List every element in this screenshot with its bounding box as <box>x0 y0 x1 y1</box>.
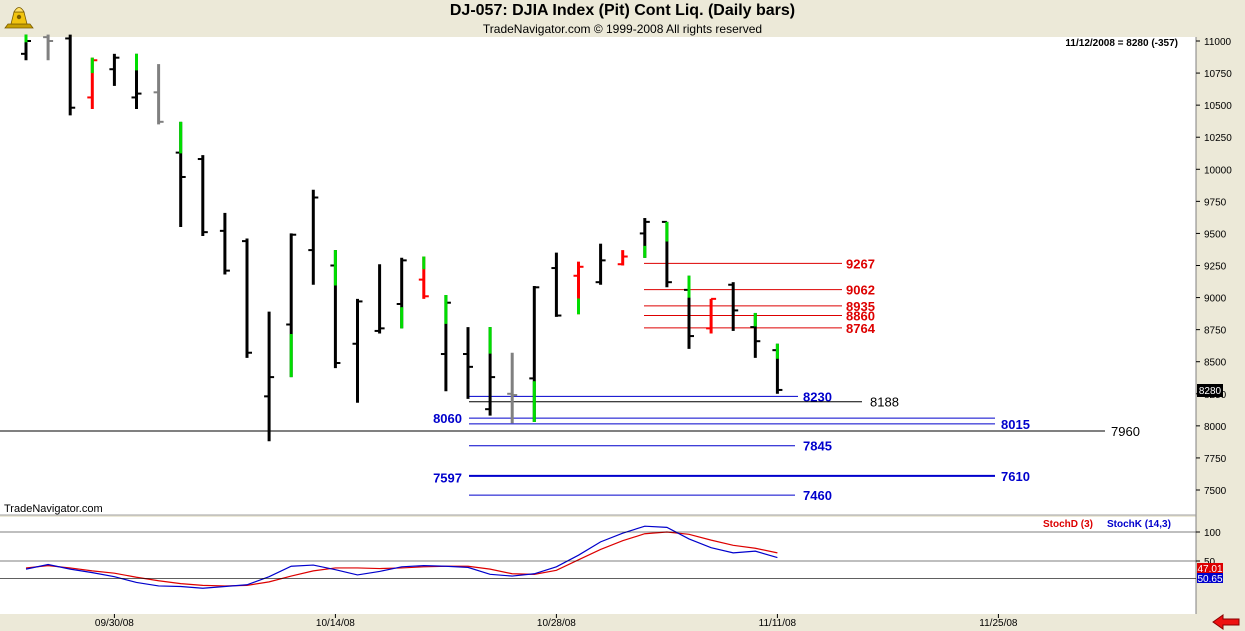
price-axis: 11000 10750 10500 10250 10000 9750 9500 9250 900… <box>1196 37 1232 497</box>
price-tick-label: 8000 <box>1204 422 1227 433</box>
price-bar <box>706 297 717 334</box>
price-bars <box>21 34 783 442</box>
support-label: 8230 <box>803 389 832 404</box>
price-panel <box>0 37 1196 515</box>
date-tick-label: 10/14/08 <box>316 618 355 629</box>
date-tick-label: 10/28/08 <box>537 618 576 629</box>
last-price-label: 11/12/2008 = 8280 (-357) <box>1065 38 1178 49</box>
price-bar <box>21 34 31 61</box>
price-bar <box>617 250 628 266</box>
support-label: 8188 <box>870 395 899 410</box>
price-bar <box>551 252 562 317</box>
support-label: 8060 <box>433 411 462 426</box>
price-bar <box>65 34 76 116</box>
resistance-label: 8764 <box>846 321 876 336</box>
support-label: 8015 <box>1001 417 1030 432</box>
date-tick-label: 11/25/08 <box>979 618 1018 629</box>
price-bar <box>728 282 739 331</box>
price-bar <box>440 295 451 392</box>
date-tick-label: 11/11/08 <box>759 618 797 629</box>
price-bar <box>684 275 694 349</box>
price-tick-label: 9750 <box>1204 197 1227 208</box>
price-bar <box>573 261 584 315</box>
price-bar <box>308 189 319 285</box>
support-label: 7597 <box>433 471 462 486</box>
date-tick-label: 09/30/08 <box>95 618 134 629</box>
trade-navigator-logo-icon <box>4 7 34 29</box>
copyright-text: TradeNavigator.com © 1999-2008 All right… <box>482 22 763 36</box>
price-tick-label: 10250 <box>1204 133 1232 144</box>
chart-title: DJ-057: DJIA Index (Pit) Cont Liq. (Dail… <box>449 2 796 19</box>
price-tick-label: 10750 <box>1204 69 1232 80</box>
price-tick-label: 10000 <box>1204 165 1232 176</box>
resistance-label: 9267 <box>846 256 875 271</box>
price-bar <box>463 327 473 399</box>
price-bar <box>197 155 208 236</box>
price-tick-label: 9500 <box>1204 229 1227 240</box>
stoch-series-line <box>25 525 778 589</box>
stoch-tick-label: 100 <box>1204 528 1221 539</box>
price-tick-label: 7750 <box>1204 454 1227 465</box>
stochK-tag-bg <box>1197 573 1223 583</box>
stochD-tag: 47.01 <box>1197 564 1222 575</box>
stochastic-axis: 100 50 <box>0 528 1221 579</box>
stochastic-lines <box>25 525 778 589</box>
date-axis: 09/30/08 10/14/08 10/28/08 11/11/08 11/25/08 <box>95 614 1018 629</box>
price-bar <box>507 352 518 424</box>
price-bar <box>219 212 230 275</box>
price-bar <box>131 53 142 109</box>
back-arrow-icon[interactable] <box>1211 614 1241 630</box>
price-bar <box>242 238 252 358</box>
price-bar <box>374 264 385 334</box>
price-bar <box>352 298 363 403</box>
price-bar <box>485 327 496 416</box>
price-bar <box>286 233 297 378</box>
price-bar <box>264 311 275 442</box>
price-bar <box>595 243 606 285</box>
price-bar <box>43 34 54 61</box>
support-label: 7845 <box>803 439 832 454</box>
price-tick-label: 8500 <box>1204 358 1227 369</box>
resistance-label: 8935 <box>846 299 875 314</box>
stochK-legend: StochK (14,3) <box>1107 519 1171 530</box>
price-bar <box>529 286 540 423</box>
support-label: 7460 <box>803 488 832 503</box>
price-tick-label: 7500 <box>1204 486 1227 497</box>
support-label: 7610 <box>1001 469 1030 484</box>
price-tick-label: 9000 <box>1204 294 1227 305</box>
resistance-label: 8860 <box>846 309 875 324</box>
price-bar <box>396 257 407 329</box>
support-label: 7960 <box>1111 424 1140 439</box>
price-bar <box>772 343 783 394</box>
stochK-tag: 50.65 <box>1197 574 1222 585</box>
last-price-tag-bg <box>1197 384 1223 397</box>
watermark: TradeNavigator.com <box>4 503 103 515</box>
price-tick-label: 11000 <box>1204 37 1232 48</box>
price-bar <box>175 121 186 228</box>
price-tick-label: 8750 <box>1204 326 1227 337</box>
stochD-legend: StochD (3) <box>1043 519 1093 530</box>
price-bar <box>661 220 672 288</box>
stochD-tag-bg <box>1197 563 1223 574</box>
price-bar <box>750 312 761 358</box>
price-bar <box>418 256 429 299</box>
price-bar <box>153 64 164 125</box>
stoch-tick-label: 50 <box>1204 557 1216 568</box>
price-bar <box>639 218 650 258</box>
price-bar <box>109 53 120 86</box>
resistance-label: 9062 <box>846 283 875 298</box>
last-price-tag: 8280 <box>1199 386 1222 397</box>
stoch-series-line <box>25 531 778 587</box>
price-bar <box>87 57 98 109</box>
price-tick-label: 10500 <box>1204 101 1232 112</box>
stochastic-panel <box>0 517 1196 614</box>
price-tick-label: 9250 <box>1204 262 1227 273</box>
price-bar <box>330 250 341 369</box>
